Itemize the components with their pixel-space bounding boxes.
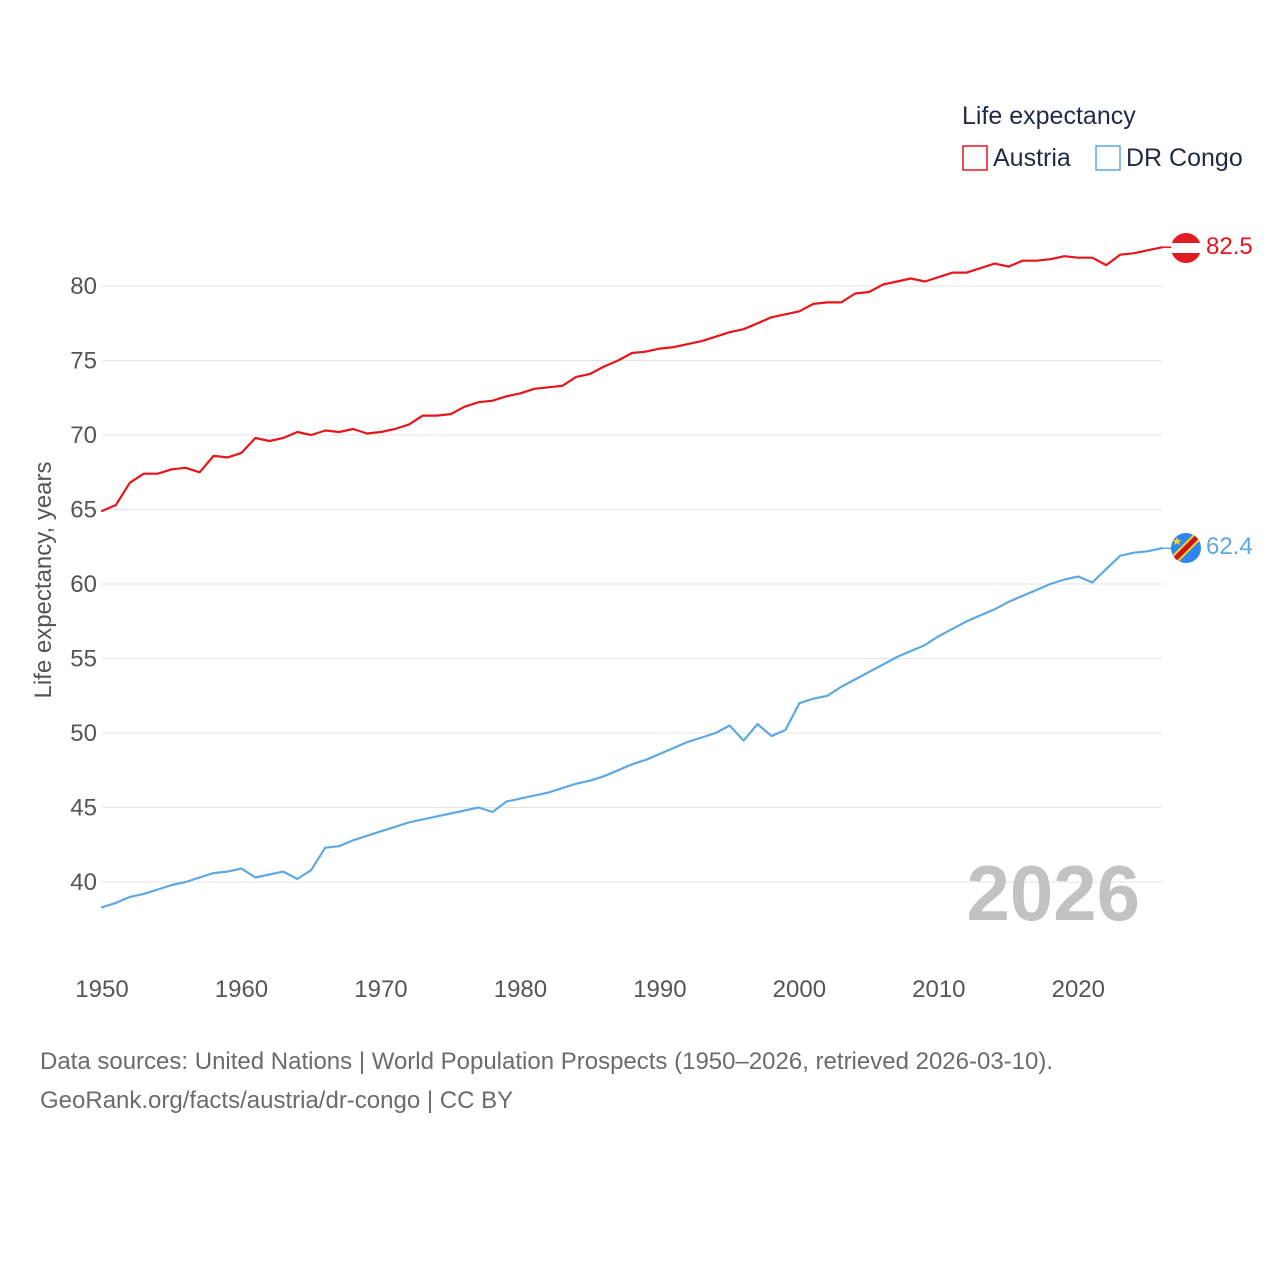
grid-layer xyxy=(102,285,1162,883)
y-tick-label: 50 xyxy=(70,720,97,747)
x-tick-label: 2000 xyxy=(773,976,826,1003)
series-layer xyxy=(100,246,1171,909)
austria-end-value: 82.5 xyxy=(1206,233,1253,260)
y-tick-label: 70 xyxy=(70,422,97,449)
year-stamp: 2026 xyxy=(966,849,1140,937)
legend-label-dr-congo: DR Congo xyxy=(1126,144,1243,172)
source-footer: Data sources: United Nations | World Pop… xyxy=(40,1042,1053,1120)
x-tick-label: 1950 xyxy=(75,976,128,1003)
legend-item-austria[interactable]: Austria xyxy=(962,144,1071,172)
x-tick-label: 2010 xyxy=(912,976,965,1003)
y-tick-label: 75 xyxy=(70,348,97,375)
austria-flag-icon xyxy=(1171,233,1201,263)
y-tick-label: 55 xyxy=(70,646,97,673)
x-tick-label: 1990 xyxy=(633,976,686,1003)
credit-line: GeoRank.org/facts/austria/dr-congo | CC … xyxy=(40,1087,514,1114)
legend-title: Life expectancy xyxy=(962,102,1136,130)
dr-congo-end-value: 62.4 xyxy=(1206,533,1253,560)
legend-swatch-austria xyxy=(962,145,988,171)
legend: Life expectancy Austria DR Congo xyxy=(962,102,1243,172)
legend-item-dr-congo[interactable]: DR Congo xyxy=(1095,144,1243,172)
x-tick-label: 1970 xyxy=(354,976,407,1003)
y-tick-label: 80 xyxy=(70,273,97,300)
x-axis-ticks: 1950 1960 1970 1980 1990 2000 2010 2020 xyxy=(75,976,1105,1003)
y-axis-ticks: 40 45 50 55 60 65 70 75 80 xyxy=(70,273,97,896)
series-line-dr-congo[interactable] xyxy=(100,547,1164,909)
y-tick-label: 65 xyxy=(70,497,97,524)
legend-label-austria: Austria xyxy=(993,144,1071,172)
data-sources-line: Data sources: United Nations | World Pop… xyxy=(40,1048,1054,1075)
x-tick-label: 2020 xyxy=(1052,976,1105,1003)
x-tick-label: 1980 xyxy=(494,976,547,1003)
y-tick-label: 45 xyxy=(70,795,97,822)
series-line-austria[interactable] xyxy=(100,246,1164,513)
legend-swatch-dr-congo xyxy=(1095,145,1121,171)
y-tick-label: 40 xyxy=(70,869,97,896)
x-tick-label: 1960 xyxy=(215,976,268,1003)
y-axis-title: Life expectancy, years xyxy=(30,461,57,698)
dr-congo-flag-icon xyxy=(1171,533,1201,563)
y-tick-label: 60 xyxy=(70,571,97,598)
